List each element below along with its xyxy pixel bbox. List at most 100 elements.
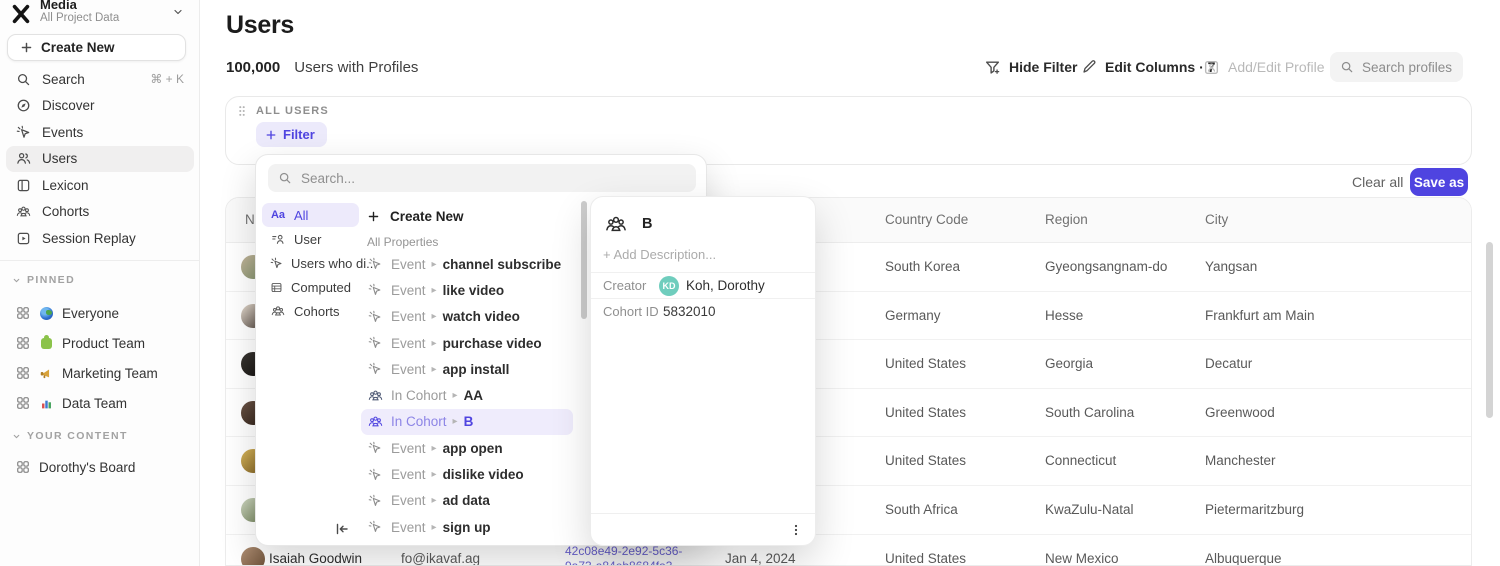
search-profiles-box[interactable] bbox=[1330, 52, 1463, 82]
cell-country: South Africa bbox=[885, 501, 958, 517]
add-edit-profile-button[interactable]: Add/Edit Profile bbox=[1203, 53, 1325, 81]
search-icon bbox=[1340, 60, 1354, 74]
picker-category-users-who-did[interactable]: Users who di... bbox=[262, 251, 377, 275]
add-description-link[interactable]: + Add Description... bbox=[603, 247, 717, 262]
clear-all-button[interactable]: Clear all bbox=[1352, 174, 1404, 190]
pinned-item-marketing-team[interactable]: Marketing Team bbox=[6, 358, 194, 388]
picker-item-name: like video bbox=[442, 282, 505, 298]
picker-item-prefix: In Cohort bbox=[391, 388, 447, 404]
event-spark-icon bbox=[367, 336, 383, 350]
picker-group-label: All Properties bbox=[367, 235, 439, 249]
sidebar-divider bbox=[0, 260, 200, 261]
sidebar-item-lexicon[interactable]: Lexicon bbox=[6, 172, 194, 199]
picker-search-box[interactable] bbox=[268, 164, 696, 192]
caret-separator: ▸ bbox=[431, 363, 437, 375]
picker-item-name: purchase video bbox=[442, 335, 542, 351]
table-row[interactable]: United States Connecticut Manchester bbox=[226, 437, 1471, 486]
picker-scrollbar-thumb[interactable] bbox=[581, 201, 587, 319]
add-filter-button[interactable]: Filter bbox=[256, 122, 327, 147]
cell-city: Decatur bbox=[1205, 356, 1253, 372]
event-spark-icon bbox=[367, 494, 383, 508]
drag-handle-icon[interactable] bbox=[237, 105, 247, 117]
pinned-item-everyone[interactable]: Everyone bbox=[6, 298, 194, 328]
kebab-menu-icon[interactable] bbox=[789, 523, 803, 537]
avatar bbox=[241, 546, 265, 565]
count-value: 100,000 bbox=[226, 59, 281, 76]
column-header-country[interactable]: Country Code bbox=[885, 212, 969, 227]
picker-category-user[interactable]: User bbox=[262, 227, 359, 251]
search-profiles-input[interactable] bbox=[1362, 59, 1457, 75]
column-header-region[interactable]: Region bbox=[1045, 212, 1088, 227]
column-header-city[interactable]: City bbox=[1205, 212, 1229, 227]
caret-separator: ▸ bbox=[431, 311, 437, 323]
picker-item[interactable]: Event ▸ channel subscribe bbox=[361, 251, 573, 277]
table-scrollbar-thumb[interactable] bbox=[1486, 242, 1493, 418]
picker-category-cohorts[interactable]: Cohorts bbox=[262, 299, 359, 323]
funnel-icon bbox=[984, 59, 1001, 76]
table-row[interactable]: United States South Carolina Greenwood bbox=[226, 389, 1471, 438]
picker-create-new[interactable]: Create New bbox=[361, 203, 573, 229]
sidebar-item-session-replay[interactable]: Session Replay bbox=[6, 225, 194, 252]
edit-columns-button[interactable]: Edit Columns · 7 bbox=[1081, 53, 1215, 81]
pinned-item-data-team[interactable]: Data Team bbox=[6, 388, 194, 418]
table-row[interactable]: United States Georgia Decatur bbox=[226, 340, 1471, 389]
picker-item-prefix: Event bbox=[391, 309, 426, 325]
collapse-panel-icon[interactable] bbox=[334, 521, 350, 537]
pinned-item-product-team[interactable]: Product Team bbox=[6, 328, 194, 358]
picker-item[interactable]: Event ▸ app open bbox=[361, 435, 573, 461]
cell-region: Connecticut bbox=[1045, 453, 1117, 469]
sidebar-item-search[interactable]: Search ⌘ + K bbox=[6, 66, 194, 93]
sidebar-item-events[interactable]: Events bbox=[6, 119, 194, 146]
picker-search-input[interactable] bbox=[301, 170, 671, 186]
caret-separator: ▸ bbox=[431, 442, 437, 454]
popover-footer bbox=[591, 513, 815, 545]
cell-city: Frankfurt am Main bbox=[1205, 307, 1315, 323]
search-icon bbox=[278, 171, 292, 185]
picker-item[interactable]: Event ▸ sign up bbox=[361, 514, 573, 540]
caret-separator: ▸ bbox=[431, 521, 437, 533]
picker-item[interactable]: Event ▸ app install bbox=[361, 356, 573, 382]
cohort-group-icon bbox=[270, 304, 286, 318]
picker-item[interactable]: In Cohort ▸ B bbox=[361, 408, 573, 436]
pinned-section-header[interactable]: PINNED bbox=[12, 274, 75, 286]
picker-category-computed[interactable]: Computed bbox=[262, 275, 359, 299]
caret-separator: ▸ bbox=[431, 337, 437, 349]
profile-count: 100,000 Users with Profiles bbox=[226, 59, 418, 76]
picker-item[interactable]: Event ▸ dislike video bbox=[361, 461, 573, 487]
user-properties-icon bbox=[270, 232, 286, 246]
sidebar-item-cohorts[interactable]: Cohorts bbox=[6, 199, 194, 226]
cell-country: Germany bbox=[885, 307, 941, 323]
caret-separator: ▸ bbox=[431, 469, 437, 481]
picker-item-name: AA bbox=[463, 388, 484, 404]
picker-item[interactable]: Event ▸ ad data bbox=[361, 488, 573, 514]
picker-categories: Aa All User Users who di... Computed Coh… bbox=[262, 203, 377, 323]
picker-item-prefix: In Cohort bbox=[391, 414, 447, 430]
your-content-item-board[interactable]: Dorothy's Board bbox=[6, 452, 194, 482]
cell-distinct-id[interactable]: 42c08e49-2e92-5c36- 9a73-a84eb8684fa3 bbox=[565, 543, 683, 566]
save-as-button[interactable]: Save as bbox=[1410, 168, 1468, 196]
picker-item-name: app open bbox=[442, 440, 503, 456]
filter-card: ALL USERS Filter bbox=[225, 96, 1472, 165]
cohort-id-row: Cohort ID 5832010 bbox=[591, 298, 815, 324]
table-row[interactable]: Germany Hesse Frankfurt am Main bbox=[226, 292, 1471, 341]
cell-region: Georgia bbox=[1045, 356, 1094, 372]
sidebar-item-discover[interactable]: Discover bbox=[6, 93, 194, 120]
cell-email: fo@ikavaf.ag bbox=[401, 550, 480, 566]
picker-item[interactable]: Event ▸ purchase video bbox=[361, 330, 573, 356]
cell-region: KwaZulu-Natal bbox=[1045, 501, 1134, 517]
picker-item-name: B bbox=[463, 414, 474, 430]
picker-item[interactable]: Event ▸ like video bbox=[361, 277, 573, 303]
create-new-button[interactable]: Create New bbox=[7, 34, 186, 61]
picker-item[interactable]: Event ▸ watch video bbox=[361, 304, 573, 330]
your-content-section-header[interactable]: YOUR CONTENT bbox=[12, 430, 128, 442]
table-row[interactable]: Isaiah Goodwin fo@ikavaf.ag 42c08e49-2e9… bbox=[226, 535, 1471, 566]
sidebar-item-users[interactable]: Users bbox=[6, 145, 194, 172]
table-row[interactable]: South Africa KwaZulu-Natal Pietermaritzb… bbox=[226, 486, 1471, 535]
hide-filter-button[interactable]: Hide Filter bbox=[984, 53, 1077, 81]
picker-category-all[interactable]: Aa All bbox=[262, 203, 359, 227]
text-aa-icon: Aa bbox=[270, 209, 286, 221]
users-icon bbox=[16, 151, 31, 166]
project-switcher[interactable]: Media All Project Data bbox=[8, 0, 196, 30]
count-label: Users with Profiles bbox=[294, 59, 419, 76]
picker-item[interactable]: In Cohort ▸ AA bbox=[361, 382, 573, 408]
